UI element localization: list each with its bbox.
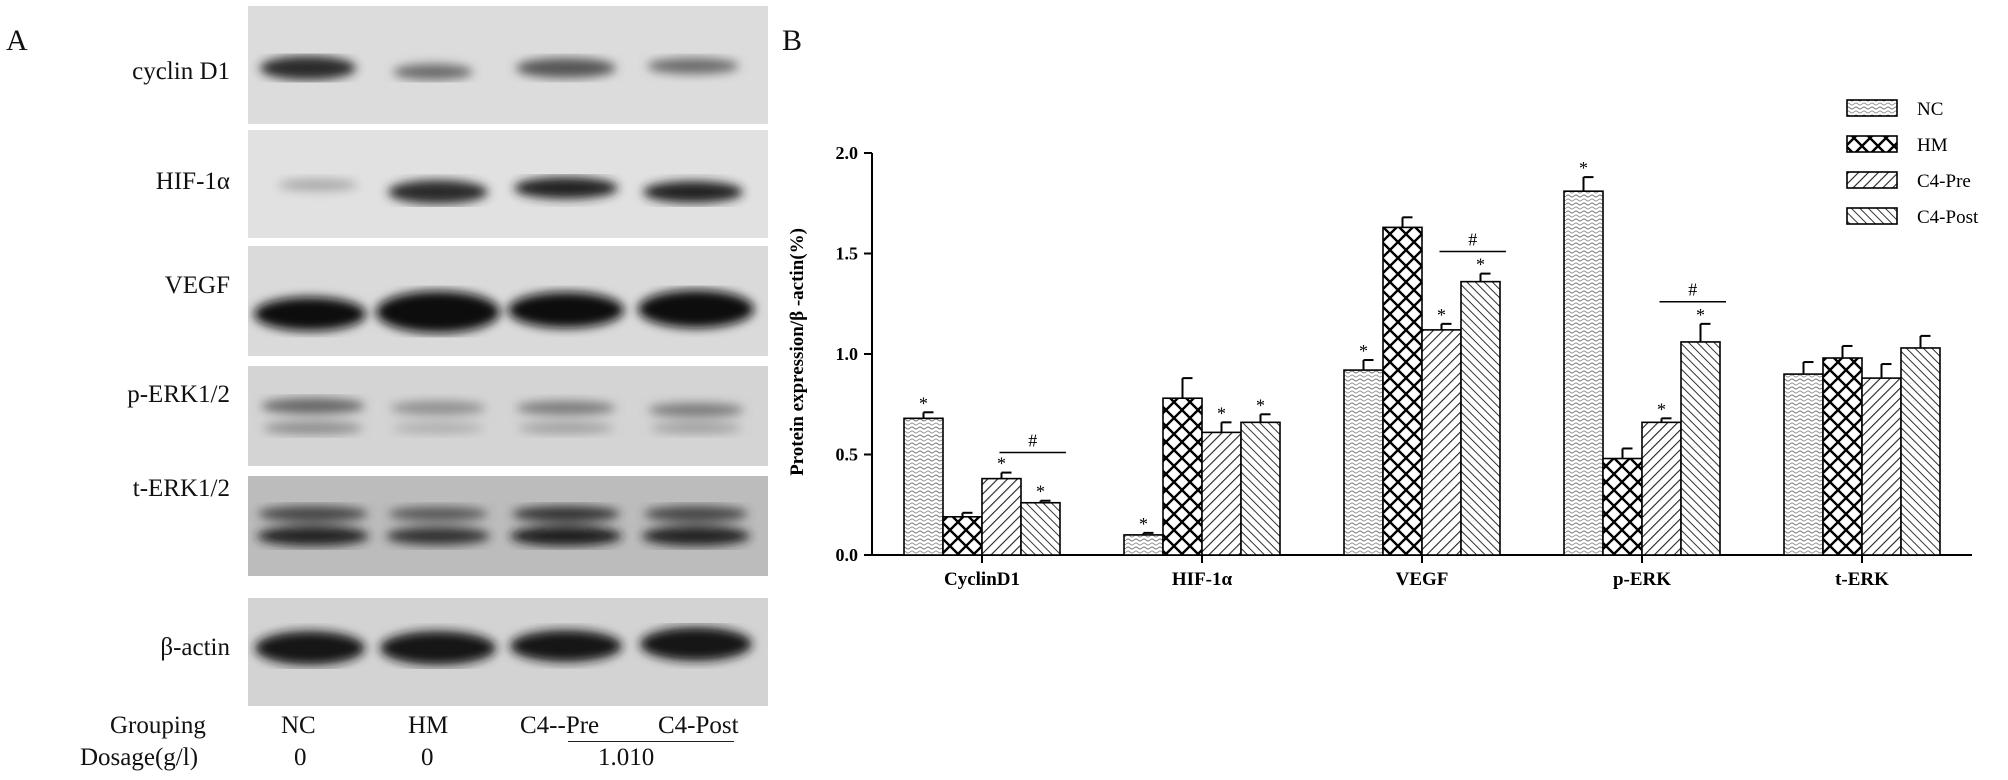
y-ticks: 0.0 0.5 1.0 1.5 2.0	[836, 143, 872, 565]
bar	[1123, 534, 1164, 556]
y-tick-label: 1.5	[836, 244, 859, 264]
blot-strip-t-erk	[248, 476, 768, 576]
group-c4-pre: C4--Pre	[520, 712, 600, 739]
bar	[1563, 190, 1604, 556]
bar	[981, 477, 1022, 556]
y-tick-label: 1.0	[836, 344, 859, 364]
significance-star: *	[1696, 305, 1705, 325]
legend-swatch	[1846, 207, 1898, 225]
dosage-c4: 1.010	[598, 744, 655, 771]
legend-label: NC	[1917, 99, 1943, 120]
x-tick-label: CyclinD1	[944, 569, 1020, 590]
group-c4-post: C4-Post	[658, 712, 739, 739]
x-tick-label: t-ERK	[1835, 569, 1889, 590]
bar	[942, 516, 983, 556]
blot-strip-vegf	[248, 246, 768, 356]
bar	[1201, 431, 1242, 556]
x-tick-label: VEGF	[1396, 569, 1449, 590]
y-tick-label: 2.0	[836, 143, 859, 163]
significance-star: *	[997, 454, 1006, 474]
annotations-layer: * * * * * * * * * * * * # # #	[919, 158, 1726, 534]
legend: NC HM C4-Pre C4-Post	[1846, 99, 1979, 228]
legend-swatch	[1846, 99, 1898, 117]
bar	[903, 417, 944, 556]
bar	[1783, 373, 1824, 556]
significance-star: *	[1437, 305, 1446, 325]
legend-label: C4-Pre	[1917, 171, 1971, 192]
dosage-nc: 0	[294, 744, 307, 771]
x-tick-label: p-ERK	[1613, 569, 1671, 590]
blot-strip-hif1a	[248, 130, 768, 238]
y-axis-title: Protein expression/β -actin(%)	[787, 228, 808, 476]
significance-star: *	[1256, 395, 1265, 415]
group-nc: NC	[281, 712, 316, 739]
bar	[1602, 457, 1643, 556]
protein-expression-bar-chart: Protein expression/β -actin(%) 0.0 0.5 1.0…	[787, 99, 1979, 590]
panel-b-letter: B	[782, 24, 803, 57]
blot-label-cyclin-d1: cyclin D1	[132, 58, 230, 85]
significance-star: *	[1657, 399, 1666, 419]
bar	[1162, 397, 1203, 556]
significance-hash: #	[1028, 430, 1037, 450]
bar	[1680, 341, 1721, 556]
bar	[1460, 280, 1501, 556]
significance-star: *	[1139, 514, 1148, 534]
bar	[1861, 377, 1902, 556]
legend-label: HM	[1917, 135, 1948, 156]
panel-a-letter: A	[6, 24, 28, 57]
y-tick-label: 0.0	[836, 545, 859, 565]
dosage-label: Dosage(g/l)	[80, 744, 199, 771]
x-tick-label: HIF-1α	[1172, 569, 1233, 590]
significance-hash: #	[1468, 229, 1477, 249]
dosage-group-line	[568, 741, 734, 742]
bar	[1822, 357, 1863, 556]
dosage-hm: 0	[421, 744, 434, 771]
significance-star: *	[919, 393, 928, 413]
legend-label: C4-Post	[1917, 207, 1979, 228]
bar	[1382, 226, 1423, 556]
blot-label-vegf: VEGF	[164, 272, 230, 299]
blot-label-p-erk: p-ERK1/2	[127, 381, 230, 408]
blot-label-hif1a: HIF-1α	[155, 168, 230, 195]
blot-strip-cyclin-d1	[248, 6, 768, 124]
significance-hash: #	[1688, 280, 1697, 300]
blot-label-beta-actin: β-actin	[160, 634, 230, 661]
significance-star: *	[1217, 403, 1226, 423]
legend-swatch	[1846, 135, 1898, 153]
blot-strip-p-erk	[248, 366, 768, 466]
blot-label-t-erk: t-ERK1/2	[132, 475, 230, 502]
bar	[1900, 347, 1941, 556]
grouping-label: Grouping	[110, 712, 206, 739]
bar	[1421, 329, 1462, 556]
x-ticks: CyclinD1 HIF-1α VEGF p-ERK t-ERK	[944, 555, 1889, 590]
bar	[1343, 369, 1384, 556]
bar	[1240, 421, 1281, 556]
legend-swatch	[1846, 171, 1898, 189]
significance-star: *	[1579, 158, 1588, 178]
y-tick-label: 0.5	[836, 445, 859, 465]
bars-layer	[903, 176, 1941, 556]
significance-star: *	[1036, 482, 1045, 502]
bar	[1020, 501, 1061, 556]
significance-star: *	[1476, 255, 1485, 275]
group-hm: HM	[408, 712, 449, 739]
blot-strip-beta-actin	[248, 598, 768, 706]
bar	[1641, 421, 1682, 556]
significance-star: *	[1359, 341, 1368, 361]
